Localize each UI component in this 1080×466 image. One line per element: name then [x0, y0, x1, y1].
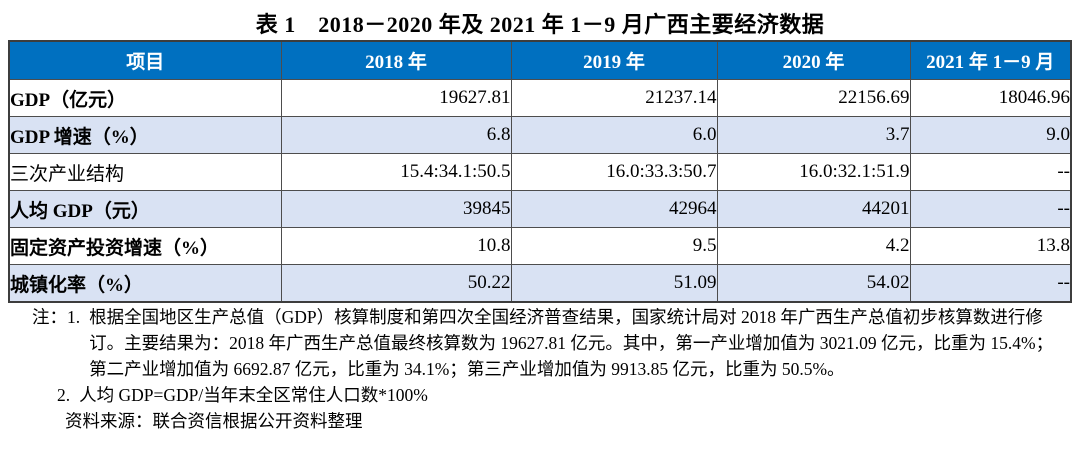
table-row-urbanization-rate: 城镇化率（%） 50.22 51.09 54.02 -- — [8, 264, 1072, 303]
cell-value: -- — [909, 190, 1072, 228]
cell-value: 44201 — [716, 190, 911, 228]
cell-value: 19627.81 — [280, 79, 512, 117]
footnotes: 注：1. 根据全国地区生产总值（GDP）核算制度和第四次全国经济普查结果，国家统… — [0, 304, 1062, 434]
cell-value: 39845 — [280, 190, 512, 228]
cell-value: 15.4:34.1:50.5 — [280, 153, 512, 191]
cell-value: -- — [909, 264, 1072, 303]
cell-value: 16.0:32.1:51.9 — [716, 153, 911, 191]
row-label: 三次产业结构 — [8, 153, 282, 191]
cell-value: 10.8 — [280, 227, 512, 265]
cell-value: 4.2 — [716, 227, 911, 265]
cell-value: 6.0 — [510, 116, 718, 154]
footnote-1-text: 根据全国地区生产总值（GDP）核算制度和第四次全国经济普查结果，国家统计局对 2… — [89, 307, 1054, 379]
cell-value: -- — [909, 153, 1072, 191]
cell-value: 13.8 — [909, 227, 1072, 265]
cell-value: 6.8 — [280, 116, 512, 154]
row-label: GDP（亿元） — [8, 79, 282, 117]
cell-value: 51.09 — [510, 264, 718, 303]
row-label: 人均 GDP（元） — [8, 190, 282, 228]
economic-data-table: 项目 2018 年 2019 年 2020 年 2021 年 1－9 月 GDP… — [8, 40, 1072, 303]
cell-value: 16.0:33.3:50.7 — [510, 153, 718, 191]
data-source-line: 资料来源：联合资信根据公开资料整理 — [65, 411, 363, 431]
footnote-2: 2. 人均 GDP=GDP/当年末全区常住人口数*100% — [57, 382, 1062, 408]
cell-value: 21237.14 — [510, 79, 718, 117]
table-row-fixed-investment-growth: 固定资产投资增速（%） 10.8 9.5 4.2 13.8 — [8, 227, 1072, 265]
cell-value: 42964 — [510, 190, 718, 228]
column-header-item: 项目 — [8, 40, 282, 80]
cell-value: 18046.96 — [909, 79, 1072, 117]
table-row-gdp-growth: GDP 增速（%） 6.8 6.0 3.7 9.0 — [8, 116, 1072, 154]
cell-value: 50.22 — [280, 264, 512, 303]
row-label: 固定资产投资增速（%） — [8, 227, 282, 265]
column-header-2021-9m: 2021 年 1－9 月 — [909, 40, 1072, 80]
column-header-2020: 2020 年 — [716, 40, 911, 80]
footnote-1-label: 注：1. — [32, 307, 81, 327]
footnote-1: 注：1. 根据全国地区生产总值（GDP）核算制度和第四次全国经济普查结果，国家统… — [0, 304, 1062, 382]
row-label: 城镇化率（%） — [8, 264, 282, 303]
cell-value: 22156.69 — [716, 79, 911, 117]
table-row-gdp-per-capita: 人均 GDP（元） 39845 42964 44201 -- — [8, 190, 1072, 228]
cell-value: 3.7 — [716, 116, 911, 154]
column-header-2018: 2018 年 — [280, 40, 512, 80]
footnote-2-text: 人均 GDP=GDP/当年末全区常住人口数*100% — [79, 385, 428, 405]
header-row: 项目 2018 年 2019 年 2020 年 2021 年 1－9 月 — [8, 40, 1072, 80]
cell-value: 54.02 — [716, 264, 911, 303]
cell-value: 9.5 — [510, 227, 718, 265]
table-row-industry-structure: 三次产业结构 15.4:34.1:50.5 16.0:33.3:50.7 16.… — [8, 153, 1072, 191]
table-title: 表 1 2018－2020 年及 2021 年 1－9 月广西主要经济数据 — [255, 12, 825, 37]
footnote-2-label: 2. — [57, 385, 71, 405]
cell-value: 9.0 — [909, 116, 1072, 154]
row-label: GDP 增速（%） — [8, 116, 282, 154]
column-header-2019: 2019 年 — [510, 40, 718, 80]
table-row-gdp: GDP（亿元） 19627.81 21237.14 22156.69 18046… — [8, 79, 1072, 117]
